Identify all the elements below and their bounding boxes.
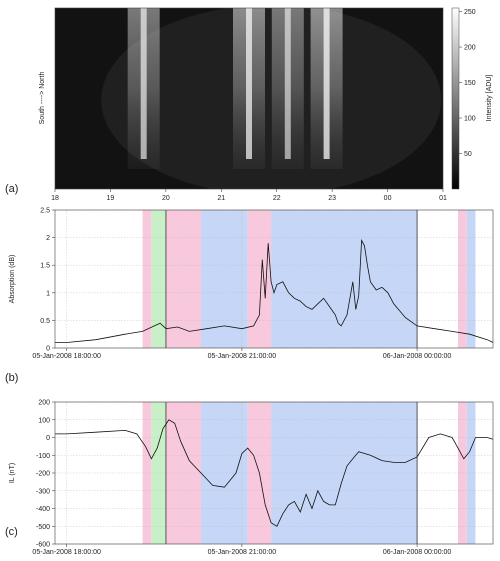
il-xticks: 05-Jan-2008 18:00:00 05-Jan-2008 21:00:00… [32, 544, 451, 556]
keogram-xtick-label: 22 [273, 195, 281, 202]
absorption-series-line [55, 238, 493, 343]
panel-a-label: (a) [5, 183, 18, 195]
il-ytick-label: -200 [36, 471, 50, 478]
keogram-xticks: 18 19 20 21 22 23 00 01 [51, 189, 447, 202]
absorption-xtick-label: 05-Jan-2008 18:00:00 [32, 353, 101, 360]
absorption-panel: 00.511.522.5 05-Jan-2008 18:00:00 05-Jan-… [5, 208, 494, 384]
absorption-event-lines [165, 210, 418, 348]
keogram-glow [101, 8, 442, 189]
keogram-xtick-label: 18 [51, 195, 59, 202]
il-xtick-label: 05-Jan-2008 21:00:00 [208, 549, 277, 556]
keogram-arc-core-3 [323, 8, 330, 159]
il-ytick-label: -100 [36, 453, 50, 460]
absorption-xtick-label: 05-Jan-2008 21:00:00 [208, 353, 277, 360]
keogram-xtick-label: 19 [107, 195, 115, 202]
il-xtick-label: 05-Jan-2008 18:00:00 [32, 549, 101, 556]
absorption-shade-3 [201, 210, 248, 348]
colorbar [451, 7, 460, 190]
keogram-xtick-label: 23 [328, 195, 336, 202]
absorption-ytick-label: 1 [46, 290, 50, 297]
keogram-panel: South ----> North 18 19 20 21 22 23 00 01 (a) 5… [5, 7, 493, 202]
colorbar-tick-label: 200 [464, 45, 476, 52]
colorbar-tick-label: 250 [464, 9, 476, 16]
il-event-lines [165, 402, 418, 544]
absorption-frame [54, 209, 494, 349]
absorption-shade-4 [247, 210, 272, 348]
panel-b-label: (b) [5, 372, 18, 384]
il-ytick-label: 100 [38, 417, 50, 424]
absorption-ylabel: Absorption (dB) [9, 255, 16, 304]
colorbar-tick-label: 50 [464, 151, 472, 158]
il-shade-7 [466, 402, 476, 544]
il-ytick-label: -300 [36, 488, 50, 495]
keogram-frame [54, 7, 444, 190]
absorption-shade-0 [142, 210, 152, 348]
absorption-ytick-label: 0 [46, 346, 50, 353]
absorption-shaded-regions [142, 210, 476, 348]
keogram-ylabel: South ----> North [39, 72, 46, 125]
il-ytick-label: -500 [36, 524, 50, 531]
absorption-ytick-label: 1.5 [40, 263, 50, 270]
absorption-shade-1 [151, 210, 166, 348]
absorption-ytick-label: 0.5 [40, 318, 50, 325]
absorption-shade-6 [457, 210, 467, 348]
il-ytick-label: 0 [46, 435, 50, 442]
absorption-shade-7 [466, 210, 476, 348]
keogram-arc-core-2 [284, 8, 291, 159]
il-ytick-label: 200 [38, 400, 50, 407]
il-shade-6 [457, 402, 467, 544]
colorbar-tick-label: 100 [464, 116, 476, 123]
il-shade-2 [165, 402, 201, 544]
keogram-features [101, 8, 442, 189]
panel-c-label: (c) [5, 526, 18, 538]
colorbar-tick-label: 150 [464, 80, 476, 87]
absorption-ytick-label: 2.5 [40, 208, 50, 215]
il-ylabel: IL (nT) [9, 463, 16, 483]
absorption-yticks: 0 0.5 1 1.5 2 2.5 [40, 208, 55, 353]
keogram-arc-core-1 [246, 8, 252, 159]
absorption-xticks: 05-Jan-2008 18:00:00 05-Jan-2008 21:00:00… [32, 348, 451, 360]
colorbar-ticks: 50 100 150 200 250 [459, 9, 476, 158]
keogram-xtick-label: 20 [162, 195, 170, 202]
il-xtick-label: 06-Jan-2008 00:00:00 [383, 549, 452, 556]
il-ytick-label: -600 [36, 542, 50, 549]
il-ytick-label: -400 [36, 506, 50, 513]
keogram-xtick-label: 01 [439, 195, 447, 202]
absorption-ytick-label: 2 [46, 235, 50, 242]
il-series-line [55, 419, 493, 527]
absorption-xtick-label: 06-Jan-2008 00:00:00 [383, 353, 452, 360]
colorbar-label: Intensity [ADU] [486, 75, 493, 122]
il-shade-0 [142, 402, 152, 544]
il-yticks: -600 -500 -400 -300 -200 -100 0 100 200 [36, 400, 55, 549]
absorption-shade-2 [165, 210, 201, 348]
keogram-arc-core-0 [140, 8, 147, 159]
keogram-xtick-label: 00 [384, 195, 392, 202]
il-panel: -600 -500 -400 -300 -200 -100 0 100 200 05-Jan-2… [5, 400, 494, 556]
keogram-xtick-label: 21 [217, 195, 225, 202]
absorption-shade-5 [271, 210, 418, 348]
